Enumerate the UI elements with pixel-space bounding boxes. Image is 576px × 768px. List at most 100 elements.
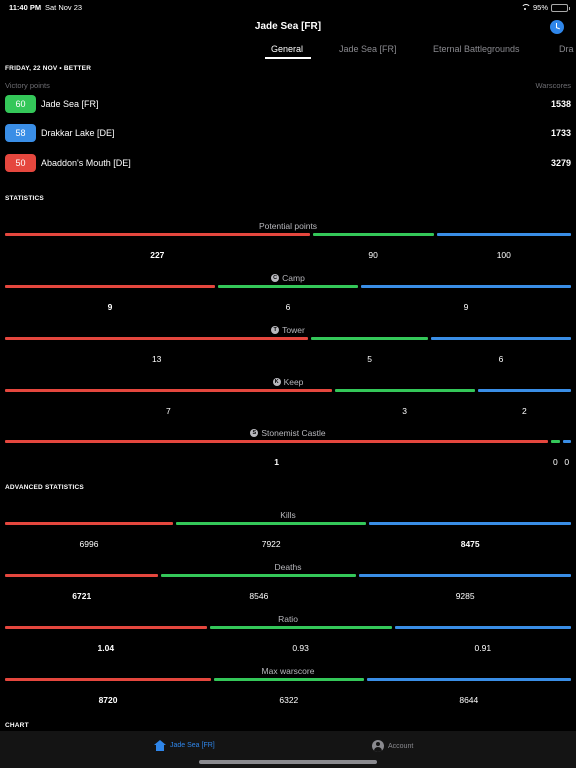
stat-bars: 9 6 9 <box>5 285 571 312</box>
stat-title-label: Tower <box>282 325 305 335</box>
stat-bar-segment <box>361 285 571 288</box>
stat-bar-segment <box>5 574 159 577</box>
clock-icon[interactable] <box>550 20 564 34</box>
stat-title-label: Max warscore <box>261 666 315 676</box>
statistics-header: STATISTICS <box>5 195 44 202</box>
stat-value: 6 <box>285 302 291 312</box>
wifi-icon <box>520 4 531 11</box>
ws-label: Warscores <box>535 81 571 90</box>
stat-row: C Camp 9 6 9 <box>5 273 571 312</box>
page-title: Jade Sea [FR] <box>254 21 322 32</box>
stat-title: Potential points <box>5 221 571 231</box>
stat-title: Kills <box>5 510 571 520</box>
stat-value: 100 <box>496 250 511 260</box>
stat-title-label: Keep <box>283 377 304 387</box>
stat-value: 227 <box>150 250 165 260</box>
stat-title-label: Kills <box>280 510 296 520</box>
stat-bar-segment <box>5 233 310 236</box>
tab-dra[interactable]: Dra <box>559 44 574 54</box>
home-icon <box>154 740 166 751</box>
battery-percent: 95% <box>532 3 548 12</box>
stat-row: K Keep 7 3 2 <box>5 377 571 416</box>
stat-bar-segment <box>5 389 332 392</box>
world-row[interactable]: 60 Jade Sea [FR] 1538 <box>0 95 576 113</box>
stat-bar-segment <box>176 522 367 525</box>
stat-value: 6322 <box>279 695 299 705</box>
tabbar-item-world[interactable]: Jade Sea [FR] <box>154 740 215 751</box>
chart-header: CHART <box>5 722 29 729</box>
stat-value: 8720 <box>98 695 118 705</box>
stat-value: 3 <box>402 406 408 416</box>
status-date: Sat Nov 23 <box>45 3 83 12</box>
stat-title: Ratio <box>5 614 571 624</box>
stat-title-label: Camp <box>282 273 305 283</box>
stat-value: 8475 <box>460 539 480 549</box>
stat-value: 8644 <box>459 695 479 705</box>
tabbar-item-account[interactable]: Account <box>372 740 413 752</box>
castle-icon: S <box>250 429 259 437</box>
stat-row: Deaths 6721 8546 9285 <box>5 562 571 601</box>
stat-title-label: Stonemist Castle <box>261 428 326 438</box>
stat-bar-segment <box>5 522 173 525</box>
world-row[interactable]: 58 Drakkar Lake [DE] 1733 <box>0 124 576 142</box>
stat-bar-segment <box>436 233 571 236</box>
stat-value: 90 <box>368 250 378 260</box>
stat-value: 0.93 <box>292 643 309 653</box>
stat-bar-segment <box>5 285 215 288</box>
status-time: 11:40 PM <box>9 3 42 12</box>
status-bar: 11:40 PM Sat Nov 23 95% <box>0 0 576 14</box>
stat-value: 1.04 <box>97 643 115 653</box>
stat-bar-segment <box>5 678 212 681</box>
stat-bar-segment <box>5 440 549 443</box>
vp-badge: 50 <box>5 154 36 172</box>
stat-title: S Stonemist Castle <box>5 428 571 438</box>
stat-row: S Stonemist Castle 1 0 0 <box>5 428 571 467</box>
stat-row: Kills 6996 7922 8475 <box>5 510 571 549</box>
stat-title: Max warscore <box>5 666 571 676</box>
stat-bar-segment <box>161 574 357 577</box>
vp-badge: 58 <box>5 124 36 142</box>
date-header: FRIDAY, 22 NOV • BETTER <box>5 65 92 72</box>
warscore: 3279 <box>550 158 571 168</box>
advanced-statistics-header: ADVANCED STATISTICS <box>5 484 84 491</box>
stat-bar-segment <box>369 522 571 525</box>
stat-bar-segment <box>334 389 475 392</box>
tab-jade-sea[interactable]: Jade Sea [FR] <box>339 44 397 54</box>
stat-value: 6996 <box>79 539 99 549</box>
vp-badge: 60 <box>5 95 36 113</box>
stat-title-label: Deaths <box>274 562 302 572</box>
stat-bar-segment <box>5 626 207 629</box>
stat-bars: 6721 8546 9285 <box>5 574 571 601</box>
tab-eternal-battlegrounds[interactable]: Eternal Battlegrounds <box>433 44 520 54</box>
stat-bar-segment <box>477 389 571 392</box>
warscore: 1538 <box>550 99 571 109</box>
stat-bars: 7 3 2 <box>5 389 571 416</box>
warscore: 1733 <box>550 128 571 138</box>
tabbar-label: Jade Sea [FR] <box>170 742 215 749</box>
stat-bars: 227 90 100 <box>5 233 571 260</box>
stat-value: 6721 <box>72 591 92 601</box>
stat-bar-segment <box>394 626 571 629</box>
stat-bar-segment <box>562 440 571 443</box>
stat-title: C Camp <box>5 273 571 283</box>
stat-value: 9 <box>463 302 469 312</box>
stat-title: T Tower <box>5 325 571 335</box>
stat-bar-segment <box>214 678 364 681</box>
stat-value: 9 <box>107 302 113 312</box>
stat-title: K Keep <box>5 377 571 387</box>
stat-row: T Tower 13 5 6 <box>5 325 571 364</box>
world-name: Drakkar Lake [DE] <box>41 128 115 138</box>
stat-bar-segment <box>551 440 560 443</box>
stat-bar-segment <box>359 574 571 577</box>
tab-general[interactable]: General <box>271 44 304 54</box>
world-row[interactable]: 50 Abaddon's Mouth [DE] 3279 <box>0 154 576 172</box>
battery-icon <box>551 3 570 12</box>
stat-value: 13 <box>151 354 162 364</box>
account-icon <box>372 740 384 752</box>
stat-bar-segment <box>5 337 309 340</box>
status-right: 95% <box>520 3 570 12</box>
vp-label: Victory points <box>5 81 50 90</box>
stat-value: 0 <box>564 457 570 467</box>
stat-value: 7922 <box>261 539 281 549</box>
stat-title-label: Potential points <box>258 221 318 231</box>
